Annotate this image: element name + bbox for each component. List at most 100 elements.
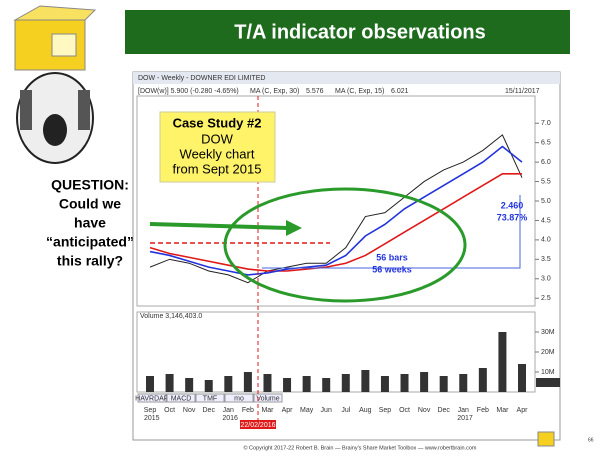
y-tick-label: 3.5 [541,256,551,263]
date-marker-box [240,420,276,429]
tab-label: HAVRDAR [135,395,169,402]
measure-lines [262,195,521,269]
header-bar [125,10,570,54]
x-tick-label: Jul [341,407,350,414]
y-tick-label: 30M [541,329,555,336]
highlight-ellipse [223,187,467,303]
x-tick-label: Dec [437,407,450,414]
case-study-line: Weekly chart [180,146,255,161]
legend-value: 5.576 [306,88,324,95]
legend-name: MA (C, Exp, 15) [335,88,384,95]
question-line: Could we [59,196,121,212]
volume-bar [341,374,350,392]
marker-date: 22/02/2016 [240,422,275,429]
volume-bar [204,380,213,392]
volume-bar [478,368,487,392]
tab-label: mo [234,395,244,402]
pane-title: Volume 3,146,403.0 [140,313,202,320]
series-line [149,134,523,284]
x-tick-label: May [300,407,314,414]
x-tick-label: Dec [203,407,216,414]
x-tick-label: Sep [379,407,392,414]
tab [166,393,196,403]
plot: 2.5 3.0 3.5 4.0 4.5 5.0 5.5 6.0 6.5 7.0 MA (C, Exp… [140,88,560,422]
volume-bar [459,374,468,392]
case-study-line: DOW [201,131,234,146]
x-tick-label: Apr [517,407,529,414]
tab-label: Volume [256,395,279,402]
volume-bar [283,378,292,392]
volume-bar [146,376,154,392]
y-tick-label: 4.5 [541,217,551,224]
volume-bar [165,374,174,392]
volume-bar [518,364,526,392]
y-tick-label: 6.5 [541,140,551,147]
question: QUESTION: Could we have “anticipated” th… [46,177,134,269]
y-tick-label: 3.0 [541,276,551,283]
series-line [149,145,523,276]
x-tick-label: Oct [164,407,175,414]
arrow [149,220,302,236]
x-tick-label: Mar [496,407,509,414]
volume-bar [361,370,370,392]
y-tick-label: 5.5 [541,178,551,185]
x-tick-label: Apr [282,407,294,414]
last-label-box [536,378,560,387]
volume-bar [185,378,194,392]
x-tick-label: Oct [399,407,410,414]
tab [253,393,283,403]
y-tick-label: 6.0 [541,159,551,166]
price-legend: [DOW(w)] 5.900 (-0.280 -4.65%) [138,88,239,95]
question-line: this rally? [57,253,123,269]
x-tick-label: Sep [144,407,157,414]
volume-bar [439,376,448,392]
case-study-line: from Sept 2015 [173,161,262,176]
volume-bar [400,374,409,392]
copyright: © Copyright 2017-22 Robert B. Brain — Br… [243,444,476,451]
legend-value: 6.021 [391,88,409,95]
annotation: 2.460 [501,200,524,210]
footer-logo [537,431,555,447]
window-date: 15/11/2017 [505,88,540,95]
volume-bar [302,376,311,392]
page-number: 66 [588,437,594,443]
question-line: have [74,215,106,231]
question-line: QUESTION: [51,177,129,193]
tab-label: MACD [171,395,192,402]
tab [137,393,167,403]
year-label: 2016 [222,415,238,422]
x-tick-label: Mar [261,407,274,414]
series-line [149,172,522,272]
last-label: 3.146M [536,380,560,387]
year-label: 2015 [144,415,160,422]
window-titlebar [133,72,560,84]
annotation: 56 weeks [372,264,412,274]
tab [224,393,254,403]
y-tick-label: 20M [541,349,555,356]
y-tick-label: 2.5 [541,295,551,302]
logo-box [13,5,97,71]
tab [195,393,225,403]
y-tick-label: 4.0 [541,237,551,244]
legend-name: MA (C, Exp, 30) [250,88,299,95]
tab-label: TMF [203,395,217,402]
header-title: T/A indicator observations [234,21,486,43]
question-line: “anticipated” [46,234,134,250]
y-tick-label: 5.0 [541,198,551,205]
volume-bar [322,378,331,392]
window-title: DOW - Weekly - DOWNER EDI LIMITED [138,75,265,82]
volume-bar [224,376,233,392]
x-tick-label: Nov [183,407,196,414]
volume-bar [263,374,272,392]
x-tick-label: Aug [359,407,372,414]
case-study-line: Case Study #2 [173,115,262,130]
year-label: 2017 [457,415,473,422]
x-tick-label: Jan [458,407,469,414]
y-tick-label: 10M [541,369,555,376]
annotation: 56 bars [376,252,408,262]
x-tick-label: Feb [477,407,489,414]
y-tick-label: 7.0 [541,120,551,127]
annotation: 73.87% [497,212,528,222]
x-tick-label: Nov [418,407,431,414]
